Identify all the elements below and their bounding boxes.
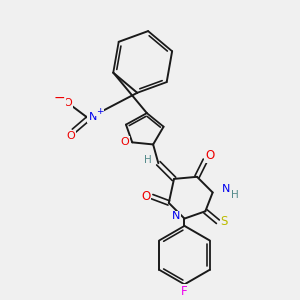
Text: F: F: [181, 285, 188, 298]
Text: N: N: [222, 184, 230, 194]
Text: H: H: [231, 190, 239, 200]
Text: +: +: [96, 106, 103, 116]
Text: N: N: [88, 112, 97, 122]
Text: O: O: [63, 98, 72, 108]
Text: S: S: [220, 215, 228, 228]
Text: O: O: [205, 149, 214, 162]
Text: O: O: [121, 137, 129, 147]
Text: H: H: [144, 155, 152, 165]
Text: N: N: [172, 212, 180, 221]
Text: O: O: [66, 131, 75, 141]
Text: −: −: [53, 91, 65, 104]
Text: O: O: [141, 190, 150, 203]
